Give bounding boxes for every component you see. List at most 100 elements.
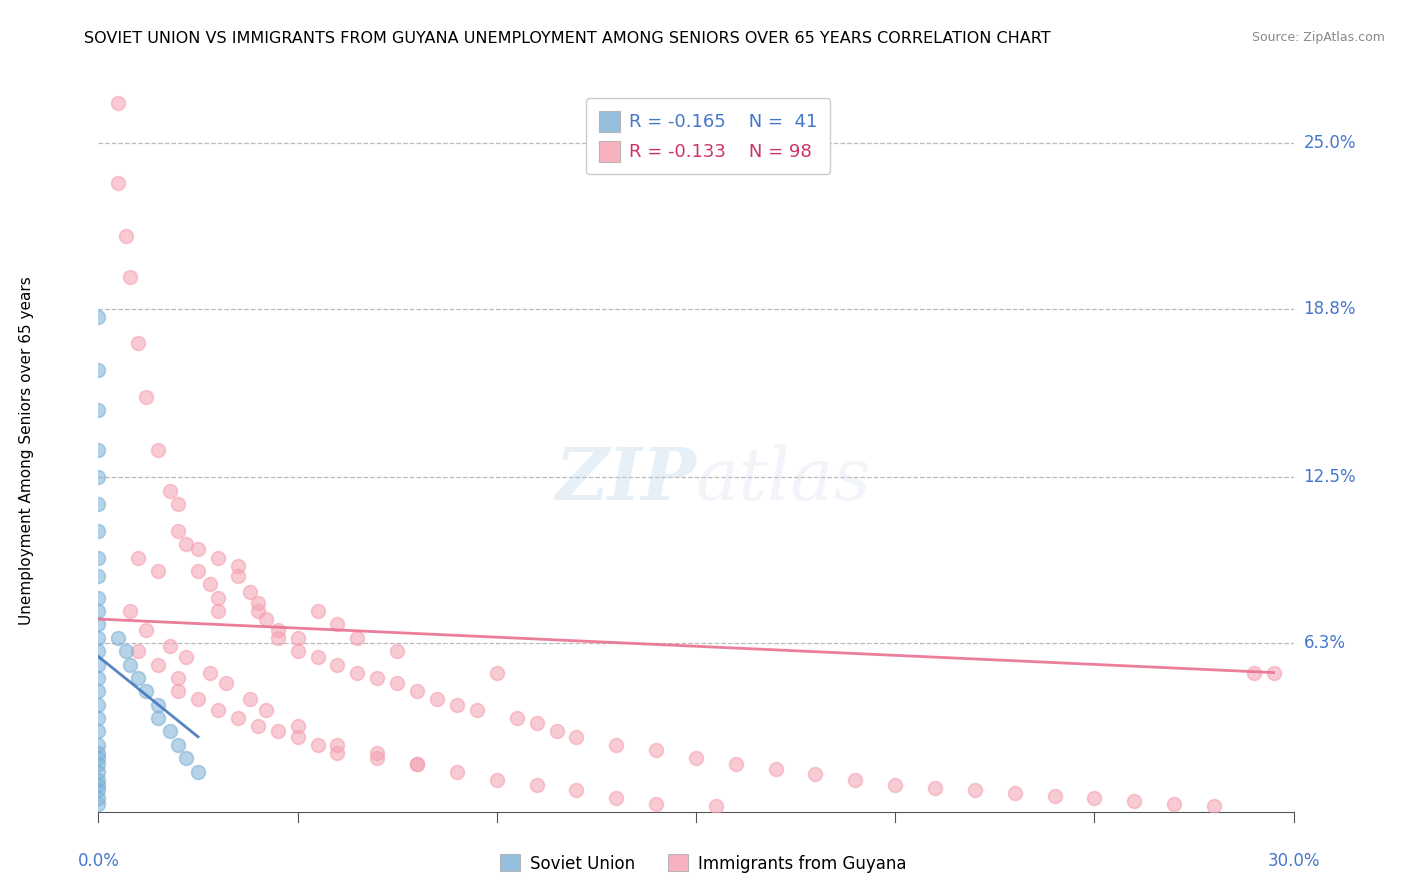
Point	[135, 684, 157, 698]
Point	[87, 783, 110, 797]
Point	[215, 676, 238, 690]
Point	[506, 711, 529, 725]
Point	[87, 778, 110, 792]
Text: SOVIET UNION VS IMMIGRANTS FROM GUYANA UNEMPLOYMENT AMONG SENIORS OVER 65 YEARS : SOVIET UNION VS IMMIGRANTS FROM GUYANA U…	[84, 31, 1050, 46]
Point	[346, 631, 368, 645]
Point	[326, 657, 349, 672]
Point	[148, 443, 170, 458]
Point	[1004, 786, 1026, 800]
Point	[267, 623, 290, 637]
Point	[87, 772, 110, 787]
Point	[87, 591, 110, 605]
Point	[87, 698, 110, 712]
Point	[246, 604, 269, 618]
Point	[167, 524, 190, 538]
Text: Unemployment Among Seniors over 65 years: Unemployment Among Seniors over 65 years	[20, 277, 34, 624]
Point	[174, 537, 197, 551]
Point	[226, 711, 249, 725]
Point	[107, 631, 129, 645]
Point	[87, 631, 110, 645]
Point	[605, 791, 627, 805]
Point	[148, 698, 170, 712]
Point	[159, 639, 181, 653]
Point	[645, 797, 668, 811]
Point	[765, 762, 787, 776]
Point	[148, 564, 170, 578]
Point	[605, 738, 627, 752]
Point	[385, 644, 409, 658]
Point	[326, 738, 349, 752]
Point	[307, 604, 329, 618]
Point	[87, 756, 110, 771]
Point	[307, 649, 329, 664]
Point	[174, 649, 197, 664]
Point	[120, 269, 142, 284]
Point	[526, 716, 548, 731]
Point	[366, 751, 388, 765]
Point	[167, 684, 190, 698]
Point	[167, 738, 190, 752]
Point	[87, 657, 110, 672]
Point	[226, 558, 249, 573]
Point	[148, 711, 170, 725]
Text: 12.5%: 12.5%	[1303, 468, 1357, 486]
Point	[246, 596, 269, 610]
Point	[446, 698, 468, 712]
Point	[167, 497, 190, 511]
Point	[346, 665, 368, 680]
Point	[87, 443, 110, 458]
Point	[326, 617, 349, 632]
Point	[115, 229, 138, 244]
Point	[844, 772, 866, 787]
Point	[87, 497, 110, 511]
Point	[924, 780, 946, 795]
Point	[326, 746, 349, 760]
Point	[135, 623, 157, 637]
Point	[187, 764, 209, 779]
Point	[127, 671, 149, 685]
Point	[406, 684, 429, 698]
Point	[107, 176, 129, 190]
Point	[685, 751, 707, 765]
Point	[127, 550, 149, 565]
Point	[485, 772, 508, 787]
Point	[198, 665, 221, 680]
Point	[87, 470, 110, 484]
Point	[254, 612, 277, 626]
Point	[87, 617, 110, 632]
Point	[207, 703, 229, 717]
Point	[207, 591, 229, 605]
Point	[1263, 665, 1285, 680]
Point	[87, 764, 110, 779]
Point	[267, 724, 290, 739]
Point	[1202, 799, 1225, 814]
Point	[226, 569, 249, 583]
Point	[87, 797, 110, 811]
Text: 25.0%: 25.0%	[1303, 134, 1355, 152]
Point	[1163, 797, 1185, 811]
Point	[1243, 665, 1265, 680]
Point	[287, 719, 309, 733]
Point	[963, 783, 986, 797]
Point	[287, 730, 309, 744]
Point	[267, 631, 290, 645]
Text: 30.0%: 30.0%	[1267, 852, 1320, 870]
Point	[465, 703, 488, 717]
Point	[246, 719, 269, 733]
Point	[107, 95, 129, 110]
Point	[159, 483, 181, 498]
Point	[87, 550, 110, 565]
Point	[174, 751, 197, 765]
Point	[127, 644, 149, 658]
Text: atlas: atlas	[696, 444, 872, 515]
Point	[239, 692, 262, 706]
Point	[159, 724, 181, 739]
Point	[87, 524, 110, 538]
Point	[446, 764, 468, 779]
Point	[167, 671, 190, 685]
Point	[704, 799, 727, 814]
Text: ZIP: ZIP	[555, 444, 696, 515]
Point	[187, 542, 209, 557]
Point	[485, 665, 508, 680]
Point	[148, 657, 170, 672]
